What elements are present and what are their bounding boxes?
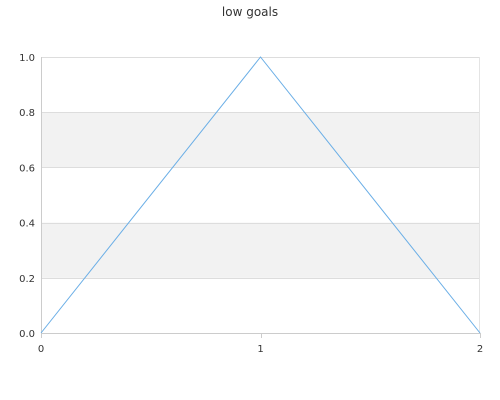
tick-labels: 0 1 2 0.0 0.2 0.4 0.6 0.8 1.0 xyxy=(19,53,483,355)
y-tick-label: 0.4 xyxy=(19,219,35,230)
y-tick-label: 1.0 xyxy=(19,53,35,64)
y-tick-label: 0.2 xyxy=(19,274,35,285)
chart-title: low goals xyxy=(221,5,279,19)
series-layer xyxy=(40,56,481,334)
y-tick-label: 0.6 xyxy=(19,163,35,174)
alternating-bands xyxy=(41,112,480,278)
y-tick-label: 0.8 xyxy=(19,108,35,119)
axes xyxy=(41,57,481,338)
x-tick-label: 2 xyxy=(477,344,483,355)
x-tick-label: 1 xyxy=(257,344,263,355)
grid-band xyxy=(41,112,480,168)
series-line xyxy=(40,56,481,334)
x-tick-label: 0 xyxy=(38,344,44,355)
gridlines xyxy=(41,57,480,334)
grid-band xyxy=(41,222,480,278)
y-tick-label: 0.0 xyxy=(19,329,35,340)
